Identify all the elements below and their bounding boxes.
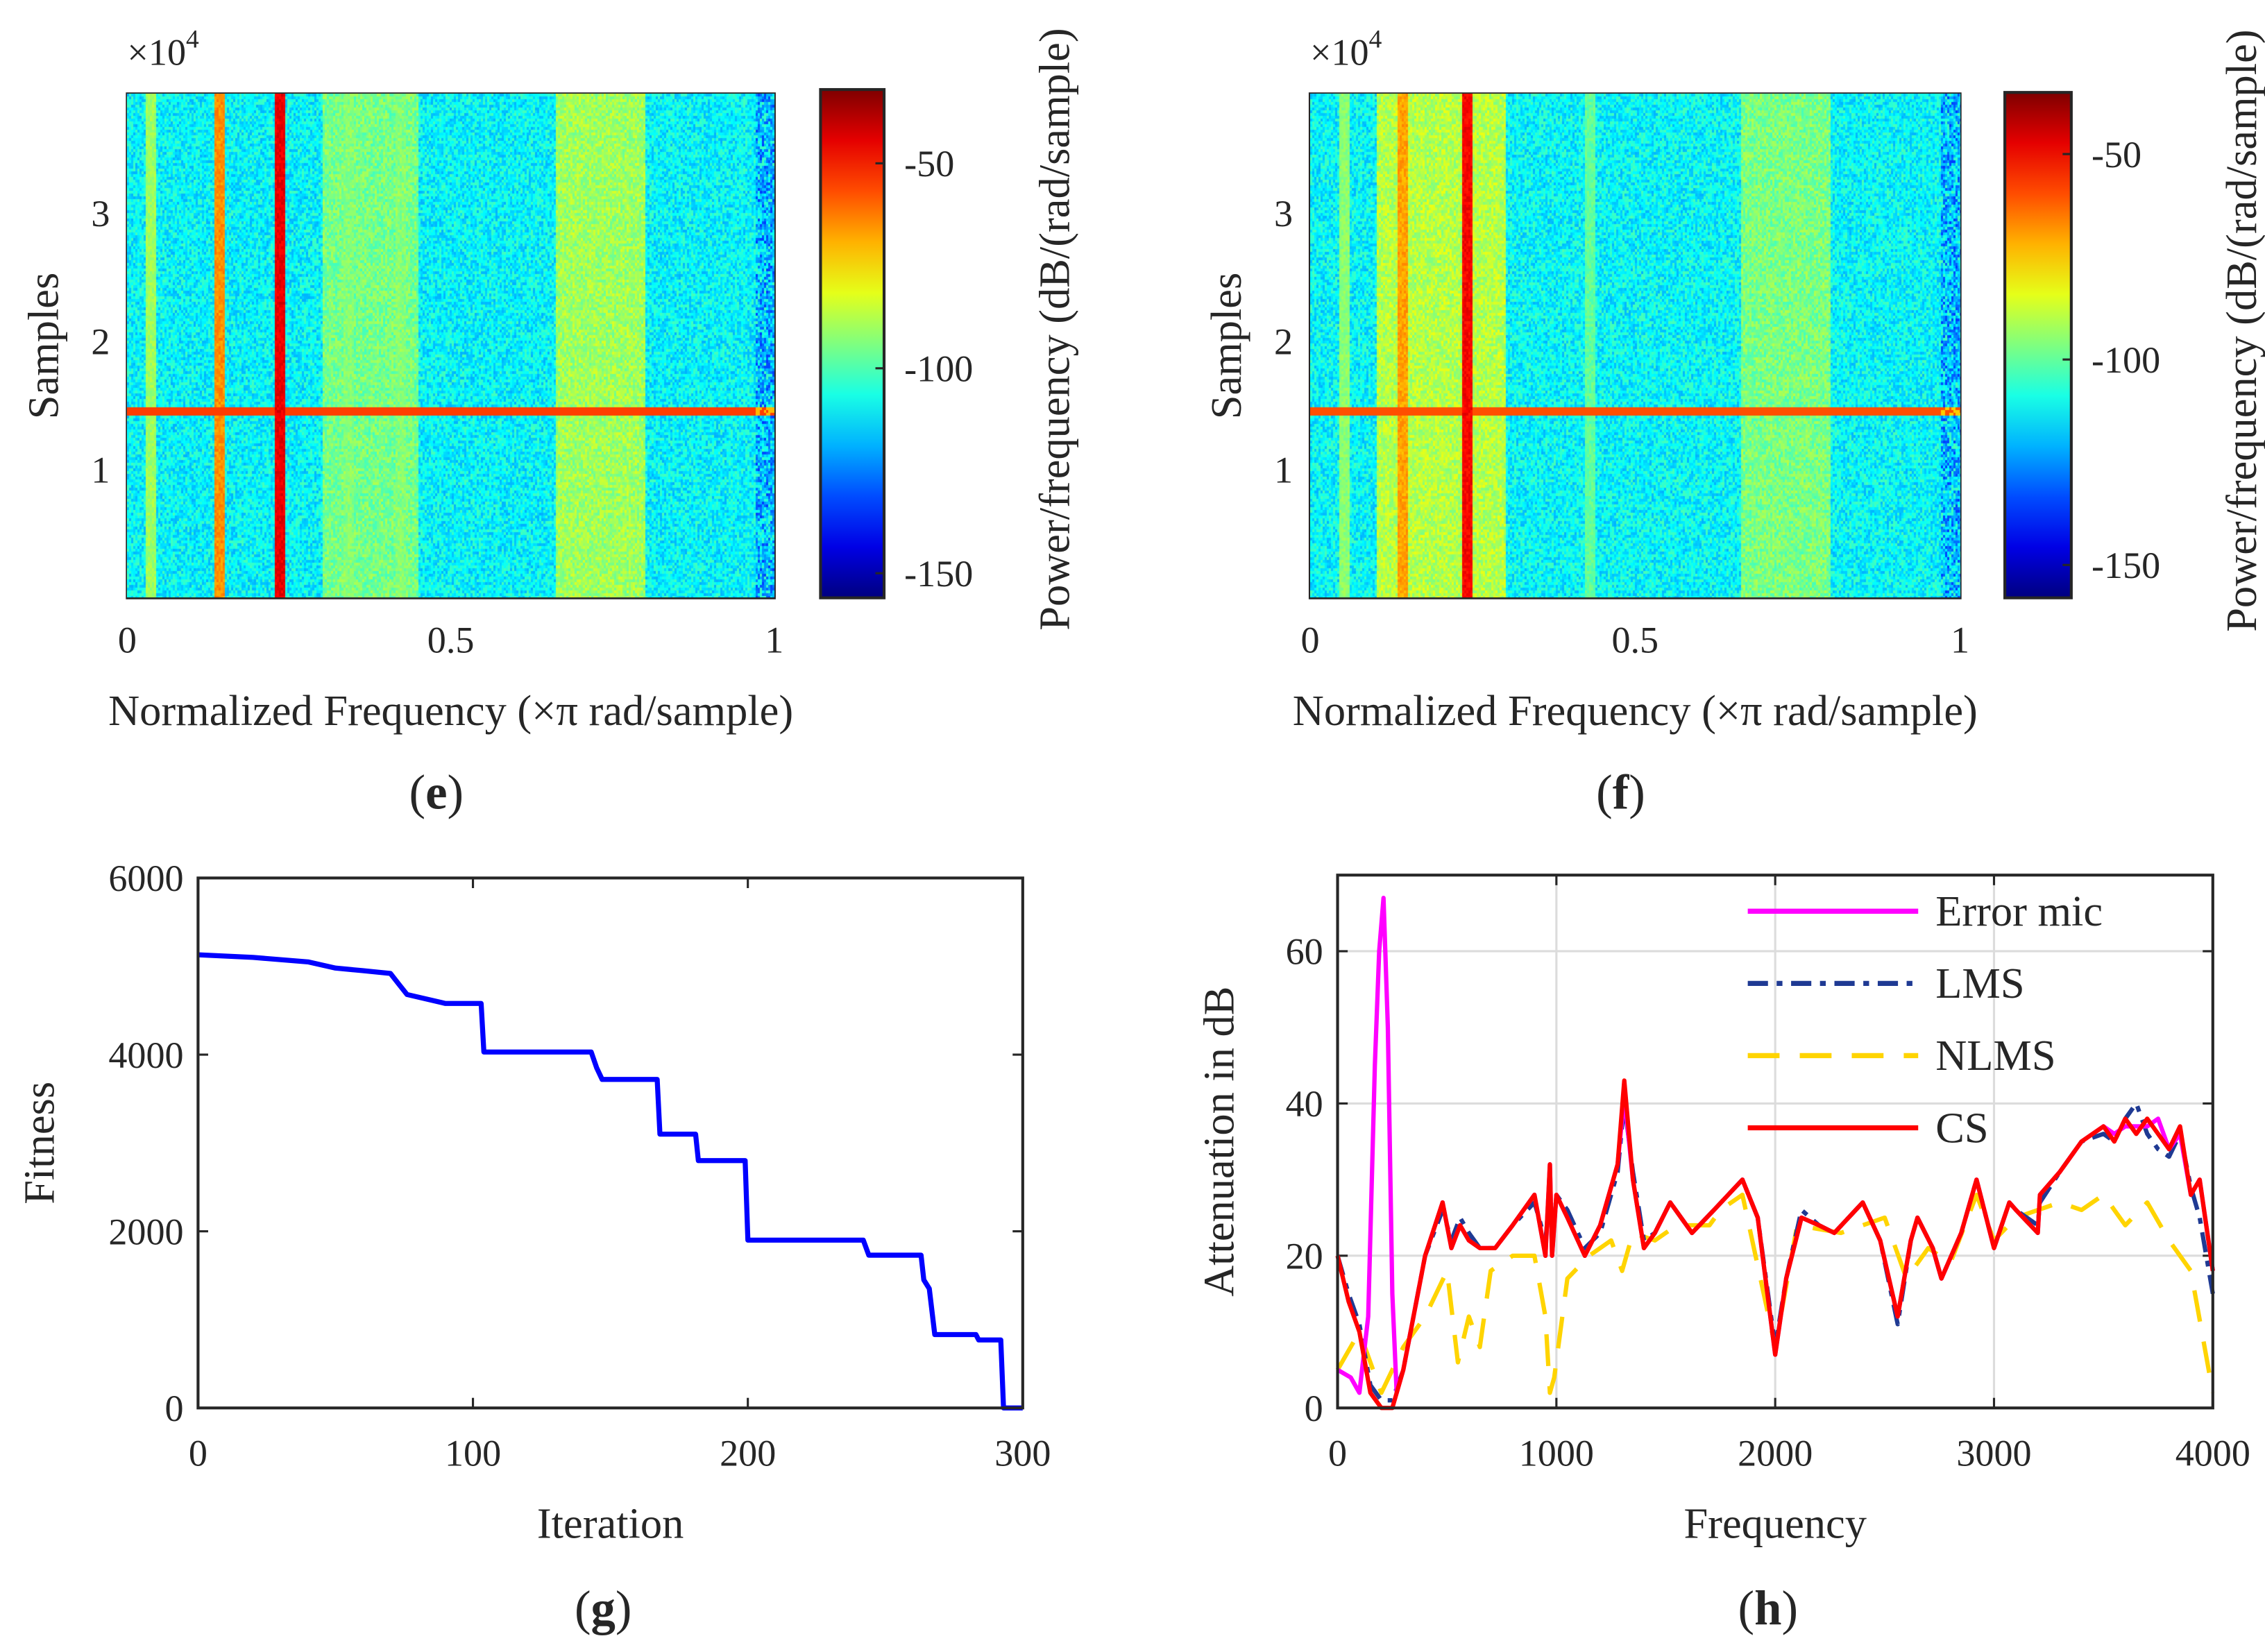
colorbar-tick-label: -150 (2092, 545, 2160, 586)
spectrogram-heatmap (1310, 94, 1961, 598)
y-tick-label: 1 (1274, 450, 1293, 491)
colorbar (819, 87, 886, 599)
y-tick-label: 40 (1286, 1083, 1323, 1125)
x-tick-label: 300 (994, 1433, 1051, 1474)
y-tick-label: 0 (165, 1388, 184, 1429)
panel-caption: (f) (1596, 766, 1645, 820)
caption-letter: f (1613, 766, 1630, 820)
x-tick-label: 0 (189, 1433, 207, 1474)
y-multiplier: ×104 (1310, 26, 1382, 74)
y-tick-label: 6000 (108, 858, 183, 899)
x-axis-label: Normalized Frequency (×π rad/sample) (108, 686, 793, 735)
y-axis-label: Samples (19, 273, 68, 420)
series-line-cs (1335, 1078, 2215, 1411)
y-tick-label: 3 (91, 193, 110, 235)
x-tick-label: 4000 (2175, 1433, 2250, 1474)
panel-caption: (e) (409, 766, 464, 820)
y-tick-label: 2 (1274, 321, 1293, 363)
colorbar-label: Power/frequency (dB/(rad/sample) (1030, 28, 1078, 630)
legend-label: CS (1935, 1103, 1988, 1152)
x-tick-label: 0.5 (1611, 620, 1659, 661)
x-tick-label: 1 (1951, 620, 1969, 661)
x-tick-label: 1000 (1519, 1433, 1594, 1474)
x-tick-label: 0 (1328, 1433, 1347, 1474)
x-axis-label: Normalized Frequency (×π rad/sample) (1293, 686, 1978, 735)
y-tick-label: 20 (1286, 1236, 1323, 1277)
x-tick-label: 1 (765, 620, 783, 661)
colorbar-label: Power/frequency (dB/(rad/sample) (2217, 29, 2265, 631)
spectrogram-heatmap (127, 94, 775, 598)
y-tick-label: 0 (1305, 1388, 1323, 1429)
y-multiplier: ×104 (127, 26, 199, 74)
legend-label: LMS (1935, 959, 2024, 1007)
plot-frame (196, 876, 1024, 1410)
x-axis-label: Frequency (1683, 1499, 1866, 1548)
y-tick-label: 1 (91, 450, 110, 491)
panel-caption: (h) (1738, 1581, 1798, 1635)
legend-label: NLMS (1935, 1031, 2055, 1080)
x-axis-label: Iteration (537, 1499, 684, 1548)
series-line-nlms (1335, 1192, 2215, 1395)
y-axis-label: Attenuation in dB (1195, 987, 1244, 1297)
panel-caption: (g) (575, 1581, 632, 1635)
y-tick-label: 3 (1274, 193, 1293, 235)
caption-letter: h (1754, 1581, 1781, 1635)
plot-area (198, 878, 1023, 1408)
colorbar-tick-label: -100 (2092, 339, 2160, 381)
colorbar (2003, 91, 2073, 599)
x-tick-label: 2000 (1738, 1433, 1813, 1474)
x-tick-label: 200 (720, 1433, 776, 1474)
y-tick-label: 2000 (108, 1211, 183, 1252)
colorbar-tick-label: -50 (904, 143, 954, 185)
x-tick-label: 3000 (1956, 1433, 2031, 1474)
colorbar-tick-label: -50 (2092, 134, 2141, 176)
colorbar-tick-label: -150 (904, 553, 973, 595)
legend: Error mic LMS NLMS CS (1747, 887, 2103, 1152)
colorbar-tick-label: -100 (904, 348, 973, 390)
series-line-fitness (198, 952, 1023, 1411)
x-tick-label: 0.5 (427, 620, 475, 661)
plot-frame (1336, 874, 2214, 1410)
x-tick-label: 0 (118, 620, 137, 661)
legend-label: Error mic (1935, 887, 2103, 935)
y-tick-label: 2 (91, 321, 110, 363)
y-tick-label: 60 (1286, 931, 1323, 973)
y-tick-label: 4000 (108, 1034, 183, 1076)
x-tick-label: 0 (1300, 620, 1319, 661)
x-tick-label: 100 (445, 1433, 501, 1474)
y-axis-label: Fitness (15, 1082, 63, 1204)
caption-letter: e (425, 766, 447, 820)
y-axis-label: Samples (1202, 273, 1250, 420)
caption-letter: g (591, 1581, 616, 1635)
